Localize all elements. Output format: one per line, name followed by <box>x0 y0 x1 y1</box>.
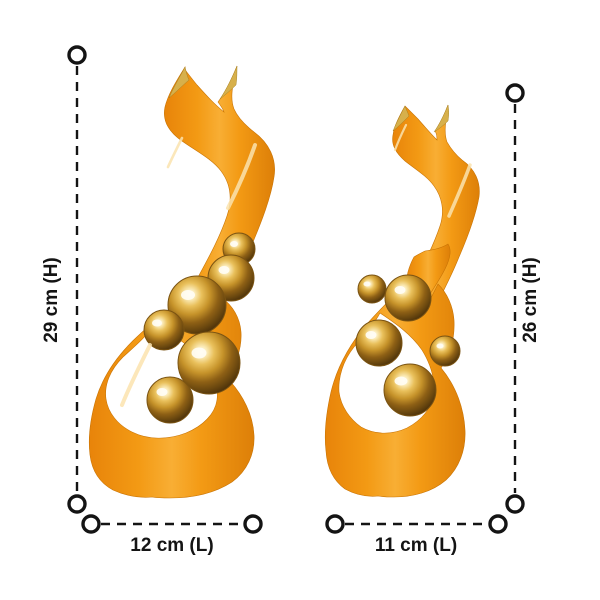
svg-text:12 cm (L): 12 cm (L) <box>130 535 213 556</box>
svg-text:29 cm (H): 29 cm (H) <box>41 257 62 343</box>
svg-text:26 cm (H): 26 cm (H) <box>520 257 541 343</box>
svg-text:11 cm (L): 11 cm (L) <box>375 535 457 556</box>
